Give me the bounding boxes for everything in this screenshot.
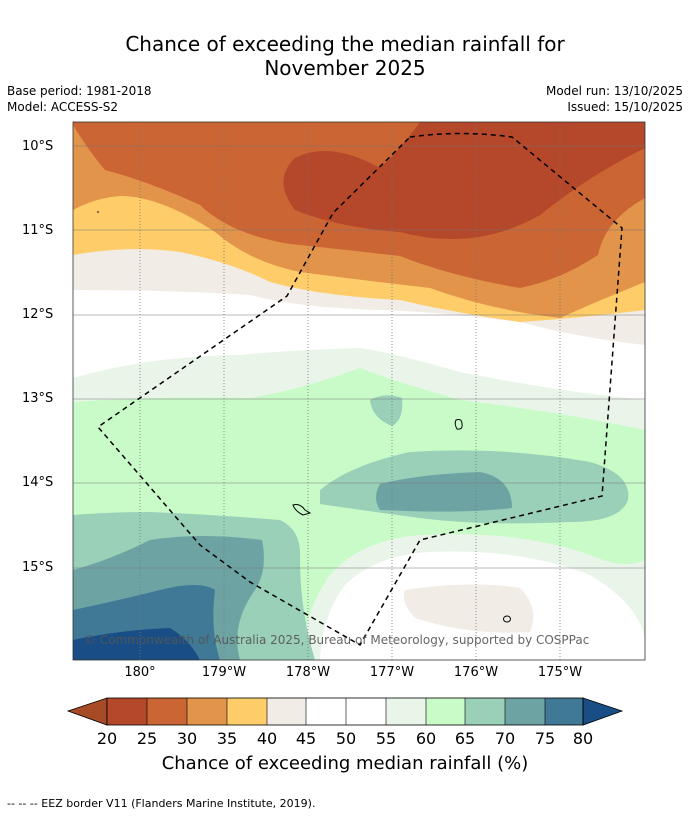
chart-title-line1: Chance of exceeding the median rainfall … bbox=[125, 32, 565, 56]
contour-70-75-center bbox=[376, 472, 512, 512]
colorbar-tick: 50 bbox=[335, 729, 357, 748]
lon-label: 177°W bbox=[369, 665, 415, 680]
colorbar-swatch bbox=[465, 698, 505, 725]
copyright-notice: © Commonwealth of Australia 2025, Bureau… bbox=[84, 633, 590, 647]
colorbar-tick: 55 bbox=[375, 729, 397, 748]
map-frame bbox=[72, 121, 646, 661]
colorbar-tick: 70 bbox=[494, 729, 516, 748]
colorbar-swatch bbox=[187, 698, 227, 725]
model-name: Model: ACCESS-S2 bbox=[7, 100, 119, 114]
lat-label: 13°S bbox=[22, 391, 54, 406]
contour-40-45-south bbox=[403, 584, 534, 633]
lat-label: 12°S bbox=[22, 307, 54, 322]
colorbar bbox=[66, 697, 624, 726]
colorbar-extend-high bbox=[582, 697, 624, 726]
lat-label: 10°S bbox=[22, 139, 54, 154]
issued-date: Issued: 15/10/2025 bbox=[567, 100, 683, 114]
eez-footnote: -- -- -- EEZ border V11 (Flanders Marine… bbox=[7, 797, 316, 810]
colorbar-tick: 25 bbox=[136, 729, 158, 748]
colorbar-swatch bbox=[346, 698, 386, 725]
colorbar-swatch bbox=[306, 698, 346, 725]
colorbar-tick: 30 bbox=[176, 729, 198, 748]
contour-65-70-small bbox=[370, 395, 403, 426]
colorbar-tick: 20 bbox=[96, 729, 118, 748]
colorbar-swatch bbox=[505, 698, 545, 725]
island-outline bbox=[503, 615, 511, 623]
base-period: Base period: 1981-2018 bbox=[7, 84, 152, 98]
contour-20-25 bbox=[283, 122, 645, 240]
colorbar-tick: 60 bbox=[415, 729, 437, 748]
island-outline bbox=[292, 504, 312, 516]
colorbar-tick: 35 bbox=[216, 729, 238, 748]
colorbar-tick: 75 bbox=[534, 729, 556, 748]
chart-title-line2: November 2025 bbox=[264, 56, 426, 80]
lon-label: 179°W bbox=[201, 665, 247, 680]
colorbar-swatch bbox=[107, 698, 147, 725]
island-dot bbox=[97, 211, 99, 213]
gridlines bbox=[73, 122, 645, 660]
colorbar-tick: 65 bbox=[454, 729, 476, 748]
colorbar-label: Chance of exceeding median rainfall (%) bbox=[161, 753, 529, 774]
lat-label: 15°S bbox=[22, 560, 54, 575]
lon-label: 178°W bbox=[285, 665, 331, 680]
lat-label: 14°S bbox=[22, 475, 54, 490]
colorbar-swatch bbox=[147, 698, 187, 725]
colorbar-swatch bbox=[426, 698, 465, 725]
lon-label: 176°W bbox=[453, 665, 499, 680]
colorbar-swatch bbox=[386, 698, 426, 725]
lat-label: 11°S bbox=[22, 223, 54, 238]
colorbar-frame bbox=[106, 697, 584, 726]
contour-80-plus bbox=[73, 628, 200, 660]
island-outline bbox=[454, 419, 463, 430]
lon-label: 175°W bbox=[537, 665, 583, 680]
eez-border bbox=[96, 132, 623, 647]
colorbar-swatch bbox=[545, 698, 583, 725]
colorbar-tick: 80 bbox=[572, 729, 594, 748]
colorbar-extend-low bbox=[66, 697, 108, 726]
model-run: Model run: 13/10/2025 bbox=[545, 84, 683, 98]
colorbar-tick: 45 bbox=[295, 729, 317, 748]
colorbar-swatch bbox=[227, 698, 267, 725]
lon-label: 180° bbox=[124, 665, 156, 680]
map-contours bbox=[73, 122, 645, 660]
colorbar-swatch bbox=[267, 698, 306, 725]
colorbar-tick: 40 bbox=[256, 729, 278, 748]
